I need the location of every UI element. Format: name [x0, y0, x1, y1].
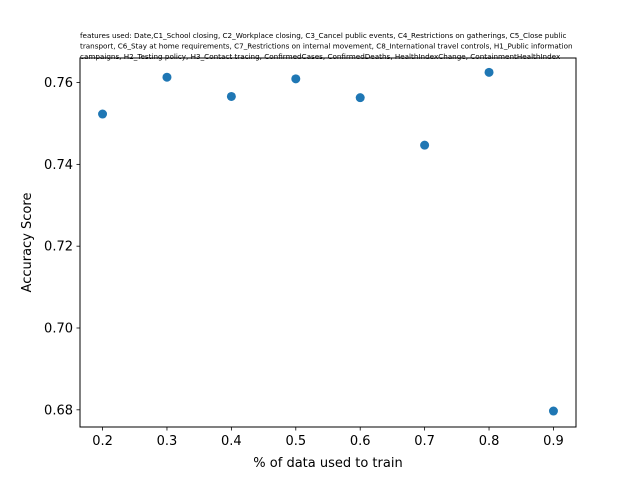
x-tick-label: 0.9 [543, 434, 564, 449]
plot-area-frame [79, 57, 577, 428]
x-tick-label: 0.2 [92, 434, 113, 449]
data-point [291, 74, 301, 84]
data-points [98, 67, 558, 416]
y-tick-label: 0.72 [44, 240, 73, 255]
data-point [355, 93, 365, 103]
x-tick-label: 0.5 [285, 434, 306, 449]
data-point [98, 109, 108, 119]
x-tick-label: 0.7 [414, 434, 435, 449]
data-point [484, 67, 494, 77]
x-axis-label: % of data used to train [253, 456, 402, 471]
data-point [226, 91, 236, 101]
data-point [162, 72, 172, 82]
y-tick-label: 0.68 [44, 403, 73, 418]
x-tick-label: 0.3 [157, 434, 178, 449]
chart-title-line-3: campaigns, H2_Testing policy, H3_Contact… [80, 52, 561, 61]
y-tick-label: 0.76 [44, 76, 73, 91]
x-tick-label: 0.6 [350, 434, 371, 449]
chart-title-line-2: transport, C6_Stay at home requirements,… [80, 42, 573, 51]
x-tick-label: 0.4 [221, 434, 242, 449]
y-axis-label: Accuracy Score [20, 193, 35, 293]
data-point [548, 406, 558, 416]
y-tick-label: 0.70 [44, 322, 73, 337]
x-axis: 0.2 0.3 0.4 0.5 0.6 0.7 0.8 0.9 [92, 427, 564, 449]
y-tick-label: 0.74 [44, 158, 73, 173]
data-point [420, 140, 430, 150]
y-axis: 0.68 0.70 0.72 0.74 0.76 [44, 76, 80, 418]
chart-title: features used: Date,C1_School closing, C… [80, 31, 573, 61]
chart-title-line-1: features used: Date,C1_School closing, C… [80, 31, 566, 40]
x-tick-label: 0.8 [479, 434, 500, 449]
